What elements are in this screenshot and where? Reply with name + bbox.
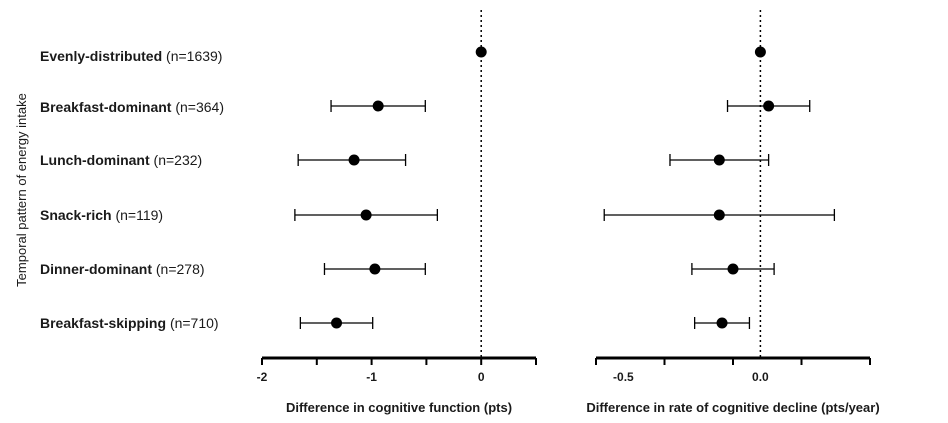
category-n: (n=710) [170,315,219,331]
x-axis-title: Difference in cognitive function (pts) [286,400,512,415]
category-name: Dinner-dominant [40,261,152,277]
x-axis-title: Difference in rate of cognitive decline … [586,400,879,415]
category-n: (n=278) [156,261,205,277]
category-labels: Evenly-distributed (n=1639) Breakfast-do… [40,48,224,331]
x-tick-label: -1 [366,370,377,384]
category-label: Dinner-dominant (n=278) [40,261,205,277]
x-tick-label: 0 [478,370,485,384]
category-label: Evenly-distributed (n=1639) [40,48,222,64]
point-estimate [369,263,381,275]
y-axis-title: Temporal pattern of energy intake [14,93,29,287]
category-label: Breakfast-dominant (n=364) [40,99,224,115]
panel-cognitive-function: -2 -1 0 Difference in cognitive function (… [257,10,537,415]
estimates [294,46,487,329]
category-n: (n=119) [115,207,163,223]
category-name: Lunch-dominant [40,152,150,168]
point-estimate [348,154,360,166]
x-tick-label: 0.0 [752,370,769,384]
point-estimate [716,317,728,329]
point-estimate [713,154,725,166]
category-label: Breakfast-skipping (n=710) [40,315,219,331]
estimates [603,46,836,329]
point-estimate [713,209,725,221]
category-name: Breakfast-dominant [40,99,172,115]
panel-cognitive-decline: -0.5 0.0 Difference in rate of cognitive … [586,10,880,415]
category-name: Breakfast-skipping [40,315,166,331]
category-n: (n=232) [154,152,203,168]
point-estimate [727,263,739,275]
point-estimate [372,100,384,112]
category-label: Snack-rich (n=119) [40,207,163,223]
x-tick-label: -0.5 [613,370,634,384]
category-name: Snack-rich [40,207,112,223]
category-n: (n=364) [175,99,224,115]
point-estimate [763,100,775,112]
point-estimate [360,209,372,221]
point-estimate [754,46,766,58]
x-axis-ticks: -2 -1 0 [257,358,537,384]
category-n: (n=1639) [166,48,222,64]
category-name: Evenly-distributed [40,48,162,64]
category-label: Lunch-dominant (n=232) [40,152,202,168]
point-estimate [475,46,487,58]
x-axis-ticks: -0.5 0.0 [595,358,871,384]
point-estimate [331,317,343,329]
x-tick-label: -2 [257,370,268,384]
